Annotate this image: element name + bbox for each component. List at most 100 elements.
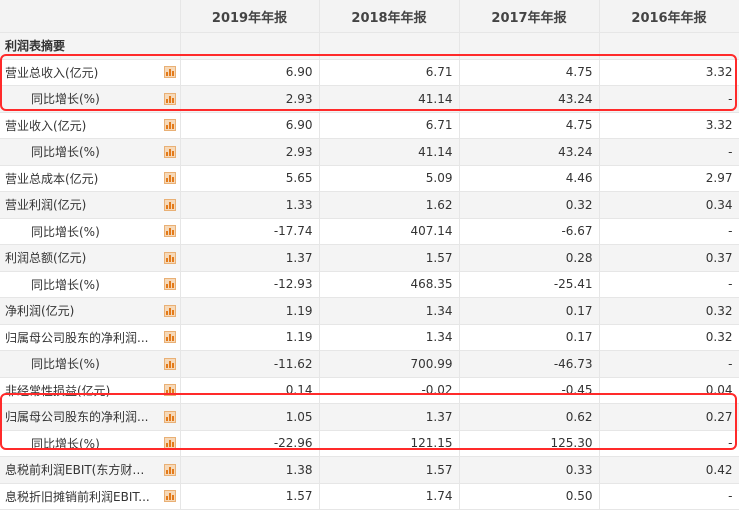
- value-cell: 3.32: [599, 112, 739, 139]
- row-label: 非经常性损益(亿元): [5, 383, 111, 398]
- value-cell: -: [599, 271, 739, 298]
- row-label: 同比增长(%): [31, 277, 100, 292]
- row-label-cell: 营业总成本(亿元): [0, 165, 181, 192]
- value-cell: 0.32: [599, 324, 739, 351]
- row-label: 净利润(亿元): [5, 304, 75, 319]
- row-label: 同比增长(%): [31, 145, 100, 160]
- row-label-cell: 利润总额(亿元): [0, 244, 181, 272]
- value-cell: 0.42: [599, 456, 739, 484]
- value-cell: 700.99: [319, 350, 460, 378]
- row-label: 同比增长(%): [31, 436, 100, 451]
- chart-icon[interactable]: [163, 463, 176, 476]
- value-cell: 1.37: [319, 403, 460, 431]
- chart-icon[interactable]: [163, 145, 176, 158]
- chart-icon[interactable]: [163, 357, 176, 370]
- chart-icon[interactable]: [163, 331, 176, 344]
- value-cell: -17.74: [180, 218, 320, 245]
- column-header-2016[interactable]: 2016年年报: [599, 0, 739, 33]
- table-row: 归属母公司股东的净利润... 1.19 1.34 0.17 0.32: [0, 324, 739, 351]
- row-label: 同比增长(%): [31, 357, 100, 372]
- value-cell: 0.14: [180, 377, 320, 404]
- row-label-cell: 息税折旧摊销前利润EBIT...: [0, 483, 181, 510]
- row-label: 息税折旧摊销前利润EBIT...: [5, 489, 150, 504]
- row-label-cell: 同比增长(%): [0, 85, 181, 113]
- value-cell: 6.71: [319, 112, 460, 139]
- value-cell: 6.90: [180, 112, 320, 139]
- value-cell: 4.75: [459, 59, 600, 86]
- value-cell: -46.73: [459, 350, 600, 378]
- value-cell: -: [599, 350, 739, 378]
- value-cell: 43.24: [459, 138, 600, 166]
- chart-icon[interactable]: [163, 225, 176, 238]
- value-cell: 0.17: [459, 324, 600, 351]
- value-cell: 1.19: [180, 324, 320, 351]
- table-row: 同比增长(%) -12.93 468.35 -25.41-: [0, 271, 739, 298]
- row-label-cell: 同比增长(%): [0, 430, 181, 457]
- value-cell: 41.14: [319, 138, 460, 166]
- value-cell: 0.34: [599, 191, 739, 219]
- header-row: 2019年年报 2018年年报 2017年年报 2016年年报: [0, 0, 739, 33]
- value-cell: -: [599, 483, 739, 510]
- chart-icon[interactable]: [163, 119, 176, 132]
- table-row: 同比增长(%) 2.93 41.14 43.24-: [0, 85, 739, 113]
- chart-icon[interactable]: [163, 410, 176, 423]
- value-cell: 4.46: [459, 165, 600, 192]
- row-label-cell: 营业利润(亿元): [0, 191, 181, 219]
- row-label: 归属母公司股东的净利润...: [5, 330, 149, 345]
- row-label: 同比增长(%): [31, 92, 100, 107]
- value-cell: 0.50: [459, 483, 600, 510]
- column-header-label: [0, 0, 181, 33]
- value-cell: 2.93: [180, 138, 320, 166]
- column-header-2019[interactable]: 2019年年报: [180, 0, 320, 33]
- row-label-cell: 息税前利润EBIT(东方财富...: [0, 456, 181, 484]
- row-label-cell: 同比增长(%): [0, 271, 181, 298]
- value-cell: 1.57: [319, 244, 460, 272]
- value-cell: 2.93: [180, 85, 320, 113]
- value-cell: 1.19: [180, 297, 320, 325]
- value-cell: 407.14: [319, 218, 460, 245]
- value-cell: 1.62: [319, 191, 460, 219]
- value-cell: 1.05: [180, 403, 320, 431]
- row-label-cell: 归属母公司股东的净利润...: [0, 324, 181, 351]
- value-cell: 2.97: [599, 165, 739, 192]
- table-row: 同比增长(%) -17.74 407.14 -6.67-: [0, 218, 739, 245]
- row-label: 息税前利润EBIT(东方财富...: [5, 463, 155, 478]
- column-header-2018[interactable]: 2018年年报: [319, 0, 460, 33]
- chart-icon[interactable]: [163, 304, 176, 317]
- value-cell: -0.02: [319, 377, 460, 404]
- value-cell: 43.24: [459, 85, 600, 113]
- chart-icon[interactable]: [163, 172, 176, 185]
- row-label-cell: 同比增长(%): [0, 138, 181, 166]
- table-row: 非经常性损益(亿元) 0.14 -0.02 -0.45 0.04: [0, 377, 739, 404]
- table-row: 息税前利润EBIT(东方财富... 1.38 1.57 0.33 0.42: [0, 456, 739, 484]
- chart-icon[interactable]: [163, 198, 176, 211]
- chart-icon[interactable]: [163, 92, 176, 105]
- value-cell: 5.65: [180, 165, 320, 192]
- value-cell: 1.57: [319, 456, 460, 484]
- row-label: 归属母公司股东的净利润...: [5, 410, 149, 425]
- value-cell: -22.96: [180, 430, 320, 457]
- value-cell: 6.90: [180, 59, 320, 86]
- chart-icon[interactable]: [163, 251, 176, 264]
- table-row: 营业总成本(亿元) 5.65 5.09 4.46 2.97: [0, 165, 739, 192]
- chart-icon[interactable]: [163, 437, 176, 450]
- value-cell: 1.38: [180, 456, 320, 484]
- value-cell: -: [599, 138, 739, 166]
- value-cell: 0.32: [599, 297, 739, 325]
- chart-icon[interactable]: [163, 278, 176, 291]
- value-cell: -6.67: [459, 218, 600, 245]
- chart-icon[interactable]: [163, 384, 176, 397]
- value-cell: 1.34: [319, 324, 460, 351]
- value-cell: 41.14: [319, 85, 460, 113]
- value-cell: 0.32: [459, 191, 600, 219]
- value-cell: 0.17: [459, 297, 600, 325]
- column-header-2017[interactable]: 2017年年报: [459, 0, 600, 33]
- value-cell: 0.27: [599, 403, 739, 431]
- table-row: 营业利润(亿元) 1.33 1.62 0.32 0.34: [0, 191, 739, 219]
- value-cell: 1.34: [319, 297, 460, 325]
- value-cell: 468.35: [319, 271, 460, 298]
- chart-icon[interactable]: [163, 66, 176, 79]
- section-title: 利润表摘要: [0, 32, 181, 60]
- row-label: 营业总收入(亿元): [5, 65, 99, 80]
- chart-icon[interactable]: [163, 490, 176, 503]
